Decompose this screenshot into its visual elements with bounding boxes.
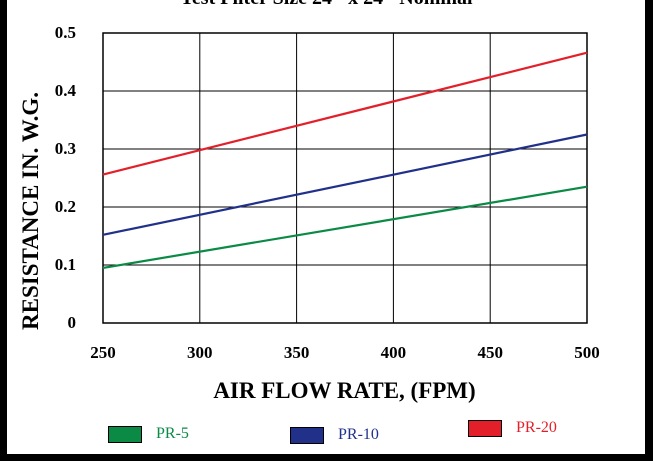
y-tick-label: 0: [68, 313, 77, 332]
y-tick-label: 0.5: [55, 23, 76, 42]
x-tick-label: 250: [90, 343, 116, 362]
y-tick-label: 0.3: [55, 139, 76, 158]
frame-border-left: [0, 0, 7, 461]
y-tick-label: 0.1: [55, 255, 76, 274]
y-tick-label: 0.4: [55, 81, 77, 100]
x-tick-label: 500: [574, 343, 600, 362]
chart-title: Test Filter Size 24" x 24" Nominal: [0, 0, 653, 10]
x-tick-label: 400: [381, 343, 407, 362]
legend-swatch-pr-5: [108, 425, 142, 443]
legend-item-pr-10: PR-10: [290, 426, 379, 444]
series-line-pr-5: [102, 185, 588, 269]
legend-swatch-pr-10: [290, 426, 324, 444]
series-line-pr-10: [102, 133, 588, 236]
y-axis-label: RESISTANCE IN. W.G.: [18, 92, 43, 330]
plot-border: [102, 32, 588, 324]
legend-swatch-pr-20: [468, 419, 502, 437]
legend-label-pr-5: PR-5: [156, 425, 189, 442]
legend-item-pr-5: PR-5: [108, 425, 189, 443]
x-tick-label: 350: [284, 343, 310, 362]
frame-border-right: [645, 0, 653, 461]
x-tick-label: 300: [187, 343, 213, 362]
x-tick-label: 450: [477, 343, 503, 362]
legend-label-pr-10: PR-10: [338, 426, 379, 443]
y-tick-label: 0.2: [55, 197, 76, 216]
frame-border-bottom: [0, 454, 653, 461]
legend-item-pr-20: PR-20: [468, 419, 557, 437]
series-line-pr-20: [102, 51, 588, 176]
legend-label-pr-20: PR-20: [516, 419, 557, 436]
x-axis-label: AIR FLOW RATE, (FPM): [213, 378, 476, 403]
